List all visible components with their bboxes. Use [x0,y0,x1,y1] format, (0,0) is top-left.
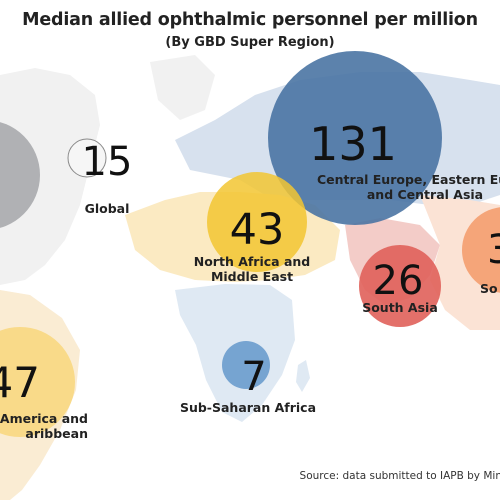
source-note: Source: data submitted to IAPB by Min [299,470,500,482]
region-bubble-7 [222,341,270,389]
region-label-6-line-0: America and [0,411,88,426]
region-label-2-line-0: Central Europe, Eastern Eu [317,172,500,187]
region-label-5-line-0: So [480,281,498,296]
region-label-3-line-0: North Africa and [194,254,310,269]
region-label-7-line-0: Sub-Saharan Africa [180,400,316,415]
region-value-1: 15 [82,139,133,185]
region-value-6: 47 [0,358,40,407]
region-label-3-line-1: Middle East [211,269,293,284]
region-bubble-2 [268,51,442,225]
region-bubble-0 [0,122,40,228]
region-bubble-3 [207,172,307,272]
region-bubble-4 [359,245,441,327]
region-bubble-1 [67,138,107,178]
region-label-2-line-1: and Central Asia [367,187,483,202]
madagascar-shape [296,360,310,392]
region-label-4-line-0: South Asia [362,300,438,315]
region-label-1-line-0: Global [85,201,130,216]
greenland-shape [150,55,215,120]
region-value-4: 26 [373,258,424,304]
region-bubble-6 [0,327,75,437]
region-bubble-5 [462,207,500,293]
region-value-3: 43 [230,205,285,255]
region-value-5: 3 [487,227,500,273]
chart-subtitle: (By GBD Super Region) [165,35,335,50]
region-value-7: 7 [241,354,266,400]
region-label-6-line-1: aribbean [25,426,88,441]
north-america-shape [0,68,100,285]
region-value-2: 131 [309,117,397,171]
chart-title: Median allied ophthalmic personnel per m… [22,10,478,30]
